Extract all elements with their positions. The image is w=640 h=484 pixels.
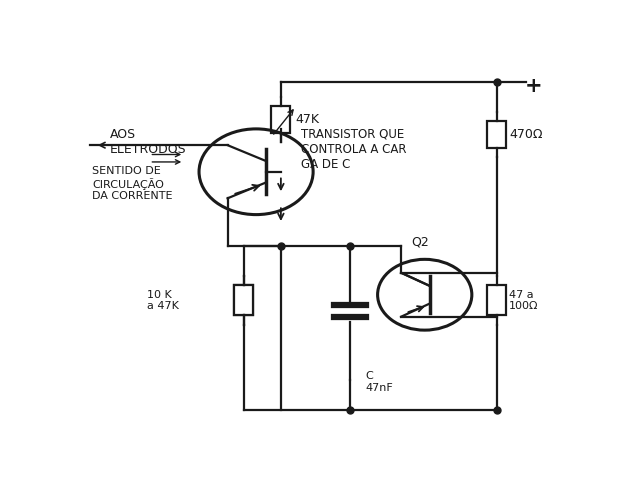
Text: Q2: Q2 bbox=[411, 235, 429, 248]
Bar bbox=[234, 285, 253, 316]
Text: +: + bbox=[525, 76, 543, 96]
Bar bbox=[487, 285, 506, 316]
Text: 470Ω: 470Ω bbox=[509, 128, 543, 141]
Bar bbox=[271, 106, 291, 134]
Text: 10 K
a 47K: 10 K a 47K bbox=[147, 289, 179, 311]
Text: AOS
ELETRODOS: AOS ELETRODOS bbox=[110, 128, 186, 156]
Text: SENTIDO DE
CIRCULAÇÃO
DA CORRENTE: SENTIDO DE CIRCULAÇÃO DA CORRENTE bbox=[92, 166, 173, 201]
Text: 47 a
100Ω: 47 a 100Ω bbox=[509, 289, 538, 311]
Text: 47K: 47K bbox=[296, 113, 320, 126]
Bar bbox=[487, 121, 506, 148]
Text: C
47nF: C 47nF bbox=[365, 371, 393, 393]
Text: TRANSISTOR QUE
CONTROLA A CAR
GA DE C: TRANSISTOR QUE CONTROLA A CAR GA DE C bbox=[301, 128, 406, 171]
Bar bbox=[234, 285, 253, 316]
